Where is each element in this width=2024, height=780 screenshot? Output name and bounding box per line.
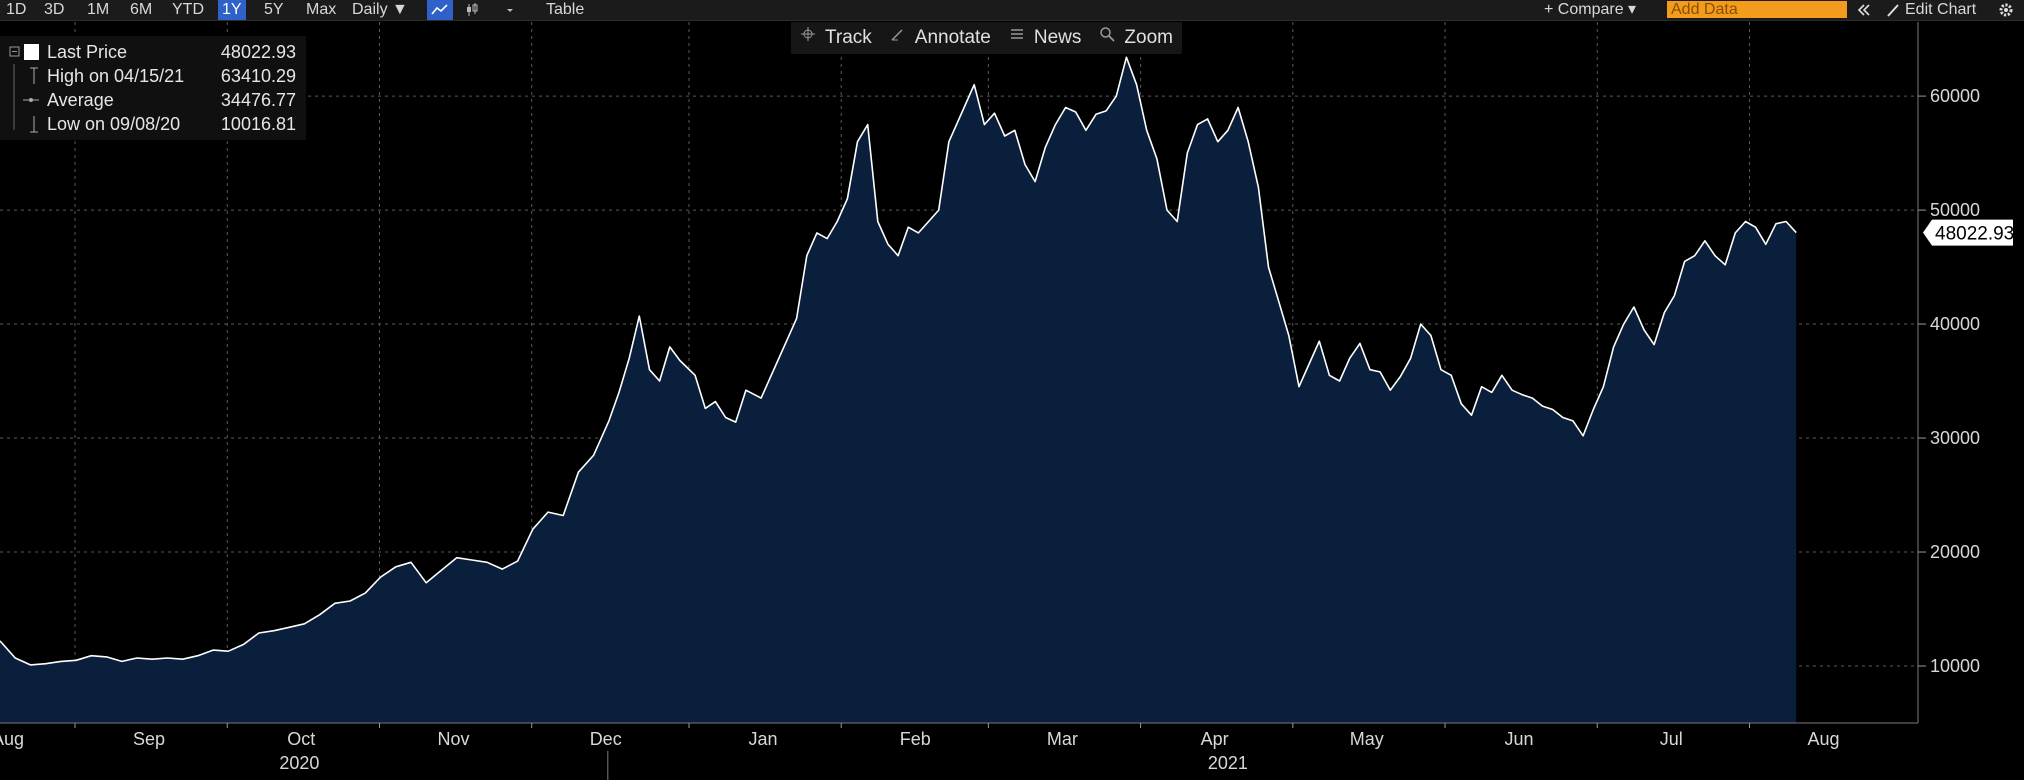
zoom-label: Zoom	[1124, 27, 1173, 48]
add-data-input[interactable]: Add Data	[1667, 1, 1847, 18]
crosshair-icon	[800, 22, 816, 54]
legend-swatch	[9, 40, 39, 64]
last-price-text: 48022.93	[1935, 224, 2014, 245]
series-line	[0, 56, 1797, 666]
y-tick-label: 20000	[1930, 542, 1980, 562]
x-tick-label: Oct	[287, 729, 315, 749]
y-tick-label: 10000	[1930, 656, 1980, 676]
y-axis: 10000 20000 30000 40000 50000 60000	[1918, 86, 1980, 676]
legend-name: Average	[47, 90, 114, 110]
range-1y[interactable]: 1Y	[218, 0, 246, 20]
line-chart-icon[interactable]	[427, 0, 453, 20]
annotate-icon	[890, 22, 906, 54]
x-tick-label: Dec	[590, 729, 622, 749]
range-max[interactable]: Max	[306, 1, 337, 18]
x-tick-label: Aug	[0, 729, 24, 749]
y-tick-label: 40000	[1930, 314, 1980, 334]
range-3d[interactable]: 3D	[44, 1, 65, 18]
table-button[interactable]: Table	[546, 1, 585, 18]
gear-icon[interactable]	[1997, 0, 2015, 20]
x-axis: Aug Sep Oct Nov Dec Jan Feb Mar Apr May Jun Jul Aug 2…	[0, 723, 1839, 780]
legend-row-low: Low on 09/08/20 10016.81	[0, 112, 306, 136]
pencil-icon	[1886, 0, 1900, 20]
x-tick-label: Jun	[1505, 729, 1534, 749]
range-1m[interactable]: 1M	[87, 1, 110, 18]
legend-name: Low on 09/08/20	[47, 114, 181, 134]
low-marker-icon	[9, 112, 39, 136]
collapse-icon[interactable]	[1856, 0, 1872, 20]
legend-value: 63410.29	[220, 66, 296, 86]
legend-value: 34476.77	[220, 90, 296, 110]
legend-name: Last Price	[47, 42, 128, 62]
average-marker-icon	[9, 88, 39, 112]
legend-name: High on 04/15/21	[47, 66, 185, 86]
legend-value: 10016.81	[220, 114, 296, 134]
annotate-button[interactable]: Annotate	[881, 22, 1000, 54]
x-tick-label: Sep	[133, 729, 165, 749]
track-button[interactable]: Track	[791, 22, 881, 54]
x-tick-label: May	[1350, 729, 1384, 749]
x-tick-label: Jul	[1660, 729, 1683, 749]
news-button[interactable]: News	[1000, 22, 1091, 54]
y-tick-label: 60000	[1930, 86, 1980, 106]
x-tick-label: Mar	[1047, 729, 1078, 749]
series-area	[0, 57, 1797, 724]
year-label: 2021	[1208, 753, 1248, 773]
y-tick-label: 50000	[1930, 200, 1980, 220]
compare-button[interactable]: + Compare ▾	[1544, 1, 1637, 18]
chart-legend: Last Price 48022.93 High on 04/15/21 634…	[0, 36, 306, 140]
x-tick-label: Feb	[900, 729, 931, 749]
last-price-tag	[1923, 219, 2013, 246]
x-tick-label: Apr	[1201, 729, 1229, 749]
top-toolbar: 1D 3D 1M 6M YTD 1Y 5Y Max Daily ▼ Table …	[0, 0, 2024, 21]
x-tick-label: Nov	[437, 729, 469, 749]
x-tick-label: Aug	[1807, 729, 1839, 749]
high-marker-icon	[9, 64, 39, 88]
x-tick-label: Jan	[748, 729, 777, 749]
chevron-down-icon[interactable]	[497, 0, 523, 20]
legend-row-last-price[interactable]: Last Price 48022.93	[0, 40, 306, 64]
candlestick-icon[interactable]	[459, 0, 485, 20]
range-ytd[interactable]: YTD	[172, 1, 204, 18]
legend-value: 48022.93	[220, 42, 296, 62]
y-tick-label: 30000	[1930, 428, 1980, 448]
news-icon	[1009, 22, 1025, 54]
frequency-dropdown[interactable]: Daily ▼	[352, 1, 408, 18]
legend-row-high: High on 04/15/21 63410.29	[0, 64, 306, 88]
annotate-label: Annotate	[914, 27, 991, 48]
chart-tools: Track Annotate News Zoom	[791, 22, 1182, 54]
last-price-label: 48022.93	[1923, 219, 2014, 246]
range-5y[interactable]: 5Y	[264, 1, 284, 18]
track-label: Track	[825, 27, 872, 48]
news-label: News	[1033, 27, 1082, 48]
range-6m[interactable]: 6M	[130, 1, 153, 18]
year-label: 2020	[279, 753, 319, 773]
zoom-button[interactable]: Zoom	[1090, 22, 1182, 54]
search-icon	[1099, 22, 1116, 54]
legend-row-average: Average 34476.77	[0, 88, 306, 112]
range-1d[interactable]: 1D	[6, 1, 27, 18]
edit-chart-button[interactable]: Edit Chart	[1905, 1, 1977, 18]
